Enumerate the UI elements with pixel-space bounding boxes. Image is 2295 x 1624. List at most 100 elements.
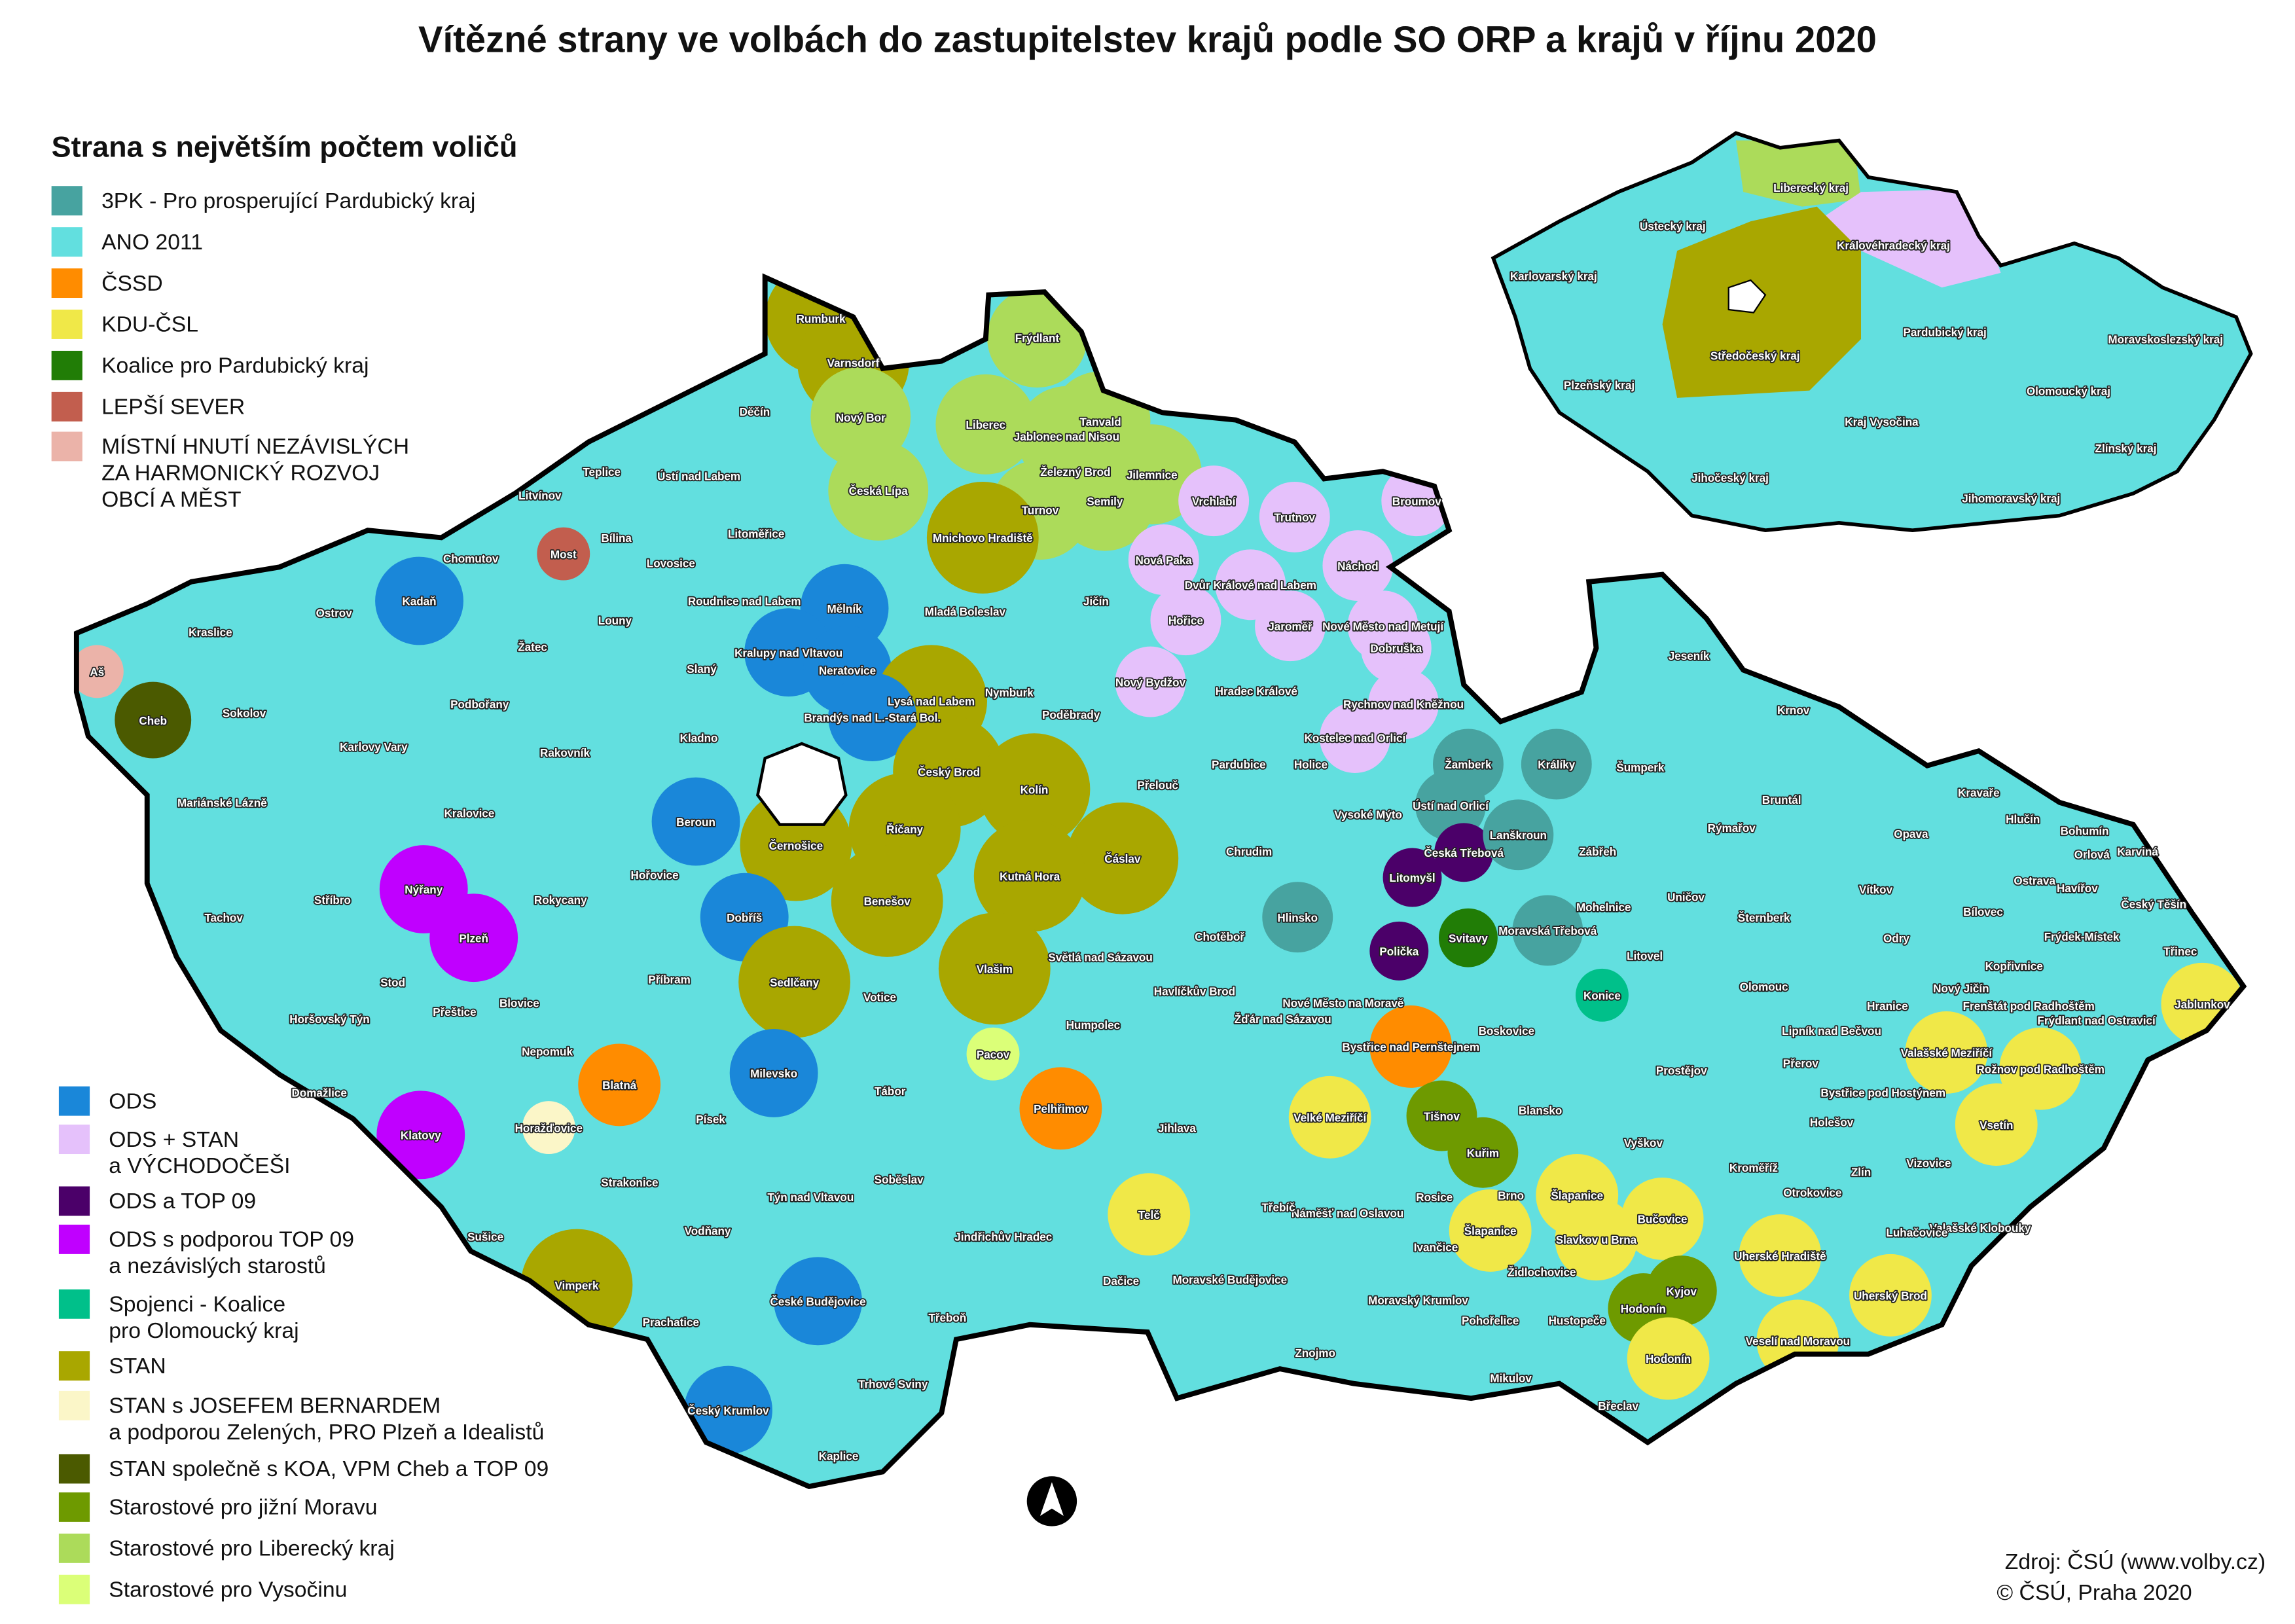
orp-label: Dobříš — [727, 912, 762, 924]
region-label: Královéhradecký kraj — [1837, 240, 1950, 252]
orp-region-fill — [1360, 612, 1432, 683]
orp-label: Prachatice — [643, 1316, 699, 1329]
orp-region-fill — [1512, 895, 1583, 966]
orp-label: Šternberk — [1738, 912, 1790, 924]
legend-label: a podporou Zelených, PRO Plzeň a Idealis… — [109, 1420, 544, 1445]
north-arrow-icon — [1026, 1476, 1077, 1526]
orp-labels: Rumburk Varnsdorf Frýdlant Děčín Nový Bor Lib… — [89, 312, 2232, 1464]
orp-label: Pelhřimov — [1034, 1103, 1088, 1115]
legend-swatch — [58, 1390, 90, 1420]
orp-label: Mělník — [827, 603, 862, 615]
orp-label: Znojmo — [1295, 1347, 1335, 1360]
orp-label: Polička — [1379, 946, 1419, 958]
orp-label: Hradec Králové — [1216, 685, 1297, 698]
orp-label: Svitavy — [1449, 932, 1488, 945]
legend-swatch — [58, 1574, 90, 1604]
orp-label: Valašské Meziříčí — [1901, 1047, 1993, 1060]
legend-swatch — [58, 1454, 90, 1484]
region-label: Ústecký kraj — [1640, 221, 1706, 233]
orp-label: Jilemnice — [1127, 469, 1178, 481]
orp-region-fill — [926, 481, 1039, 594]
orp-label: Prostějov — [1656, 1065, 1707, 1077]
orp-label: Kuřim — [1467, 1147, 1499, 1160]
orp-label: Roudnice nad Labem — [688, 596, 801, 608]
orp-label: Dačice — [1103, 1275, 1139, 1288]
orp-label: Vyškov — [1624, 1137, 1663, 1149]
orp-label: Sokolov — [223, 708, 266, 720]
orp-label: Blatná — [602, 1079, 637, 1092]
orp-region-fill — [1621, 1177, 1704, 1260]
legend-label: KDU-ČSL — [101, 312, 198, 337]
orp-label: Vrchlabí — [1192, 496, 1237, 508]
orp-label: Hustopeče — [1549, 1315, 1606, 1327]
orp-label: Bystřice pod Hostýnem — [1820, 1087, 1945, 1099]
orp-label: Karviná — [2117, 846, 2158, 858]
orp-label: Mariánské Lázně — [177, 797, 267, 810]
orp-label: Blovice — [499, 997, 539, 1009]
legend-item-ls: LEPŠÍ SEVER — [51, 391, 245, 422]
orp-region-fill — [537, 527, 590, 581]
orp-label: Kyjov — [1667, 1286, 1697, 1298]
orp-label: Most — [551, 549, 577, 561]
legend-item-ods: ODS — [58, 1086, 156, 1116]
orp-region-fill — [774, 1257, 862, 1346]
orp-label: Boskovice — [1479, 1025, 1534, 1038]
orp-label: Česká Třebová — [1424, 847, 1504, 859]
orp-region-fill — [1150, 585, 1221, 656]
orp-label: Nové Město nad Metují — [1322, 621, 1444, 633]
legend-swatch — [51, 431, 82, 461]
prague-area — [756, 742, 848, 826]
orp-label: Liberec — [966, 419, 1005, 431]
orp-label: Tábor — [875, 1085, 906, 1098]
orp-label: Kralovice — [444, 807, 494, 820]
orp-label: Chomutov — [443, 553, 499, 566]
legend-item-kpk: Koalice pro Pardubický kraj — [51, 350, 369, 380]
orp-region-fill — [935, 374, 1036, 475]
legend-title: Strana s největším počtem voličů — [52, 130, 518, 163]
inset-region-fill — [1735, 140, 1862, 207]
orp-label: Břeclav — [1598, 1400, 1638, 1413]
orp-label: Rychnov nad Kněžnou — [1343, 698, 1464, 711]
orp-label: Jičín — [1083, 596, 1109, 608]
orp-label: Kaplice — [819, 1450, 859, 1462]
region-label: Moravskoslezský kraj — [2108, 334, 2223, 346]
orp-label: Holice — [1294, 759, 1328, 771]
orp-label: Vsetín — [1979, 1119, 2013, 1132]
orp-label: Milevsko — [750, 1068, 797, 1080]
orp-label: Kraslice — [189, 626, 232, 639]
orp-label: Vítkov — [1859, 884, 1893, 896]
orp-label: Přelouč — [1137, 780, 1178, 792]
orp-label: Poděbrady — [1042, 709, 1100, 721]
orp-label: Benešov — [864, 895, 911, 908]
orp-region-fill — [1739, 1214, 1822, 1297]
orp-label: Lysá nad Labem — [888, 696, 975, 708]
orp-label: Frýdlant — [1015, 332, 1060, 344]
orp-label: Kostelec nad Orlicí — [1305, 732, 1407, 745]
orp-label: Žďár nad Sázavou — [1235, 1013, 1331, 1026]
orp-label: Ostrava — [2014, 875, 2055, 888]
orp-label: Písek — [696, 1113, 725, 1126]
orp-label: Nová Paka — [1136, 554, 1193, 567]
legend-label: ANO 2011 — [101, 230, 203, 255]
orp-label: Moravský Krumlov — [1368, 1294, 1468, 1307]
orp-region-fill — [1319, 702, 1390, 773]
orp-label: Brandýs nad L.-Stará Bol. — [804, 712, 941, 724]
orp-label: Slavkov u Brna — [1556, 1234, 1637, 1246]
orp-region-fill — [1108, 1173, 1191, 1256]
orp-region-fill — [828, 673, 917, 761]
orp-label: Nepomuk — [522, 1045, 573, 1058]
inset-country-area — [1493, 133, 2251, 531]
orp-label: Sedlčany — [770, 977, 819, 989]
orp-label: Chotěboř — [1195, 931, 1244, 943]
legend-label: Starostové pro Liberecký kraj — [109, 1536, 394, 1561]
orp-label: Stříbro — [314, 894, 351, 907]
orp-label: Uherský Brod — [1854, 1290, 1927, 1303]
orp-label: Kralupy nad Vltavou — [734, 647, 842, 659]
orp-label: Tišnov — [1424, 1110, 1460, 1123]
orp-label: Ústí nad Orlicí — [1413, 800, 1489, 812]
orp-label: Železný Brod — [1040, 466, 1110, 478]
legend-label: ČSSD — [101, 271, 163, 296]
orp-label: Rosice — [1416, 1191, 1453, 1204]
